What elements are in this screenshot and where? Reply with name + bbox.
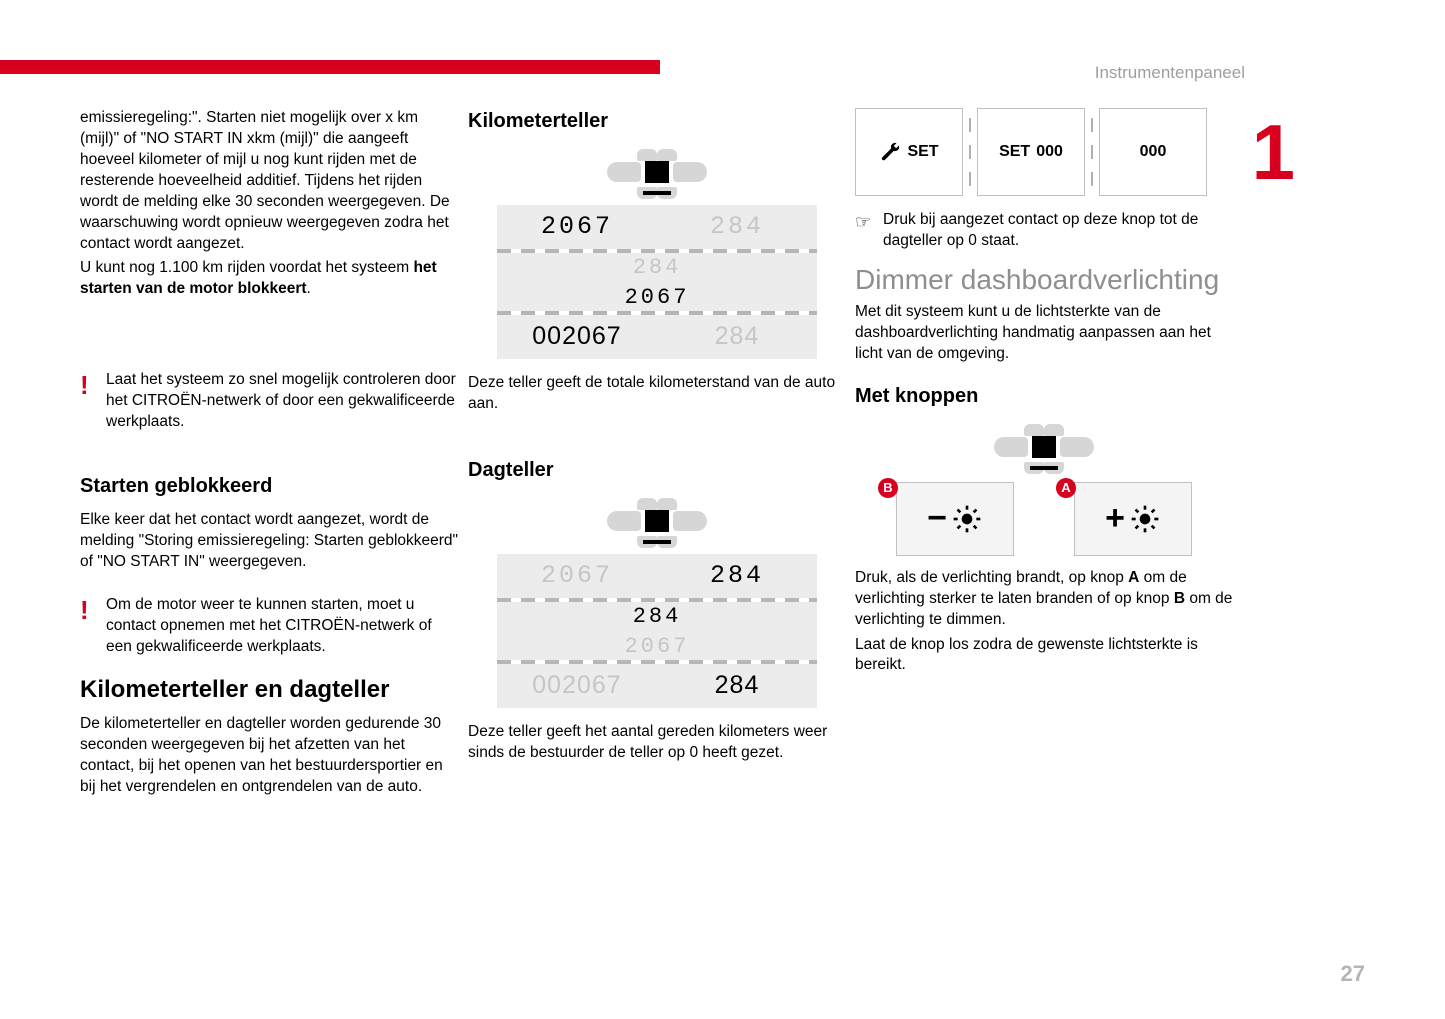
instruction-bullet: ☞ Druk bij aangezet contact op deze knop… <box>855 210 1233 252</box>
page-number: 27 <box>1341 959 1365 989</box>
dimmer-plus-group: A + <box>1074 482 1192 556</box>
display-value: 002067 <box>497 669 657 703</box>
minus-icon: − <box>927 496 947 542</box>
column-3: SET SET 000 000 ☞ Druk bij aangezet cont… <box>855 108 1233 680</box>
text: Druk, als de verlichting brandt, op knop <box>855 569 1128 586</box>
display-value: 2067 <box>625 632 690 662</box>
heading-starten-geblokkeerd: Starten geblokkeerd <box>80 473 460 500</box>
dimmer-plus-button: + <box>1074 482 1192 556</box>
display-value: 284 <box>633 602 682 632</box>
trip-button-graphic <box>607 494 707 548</box>
warning-icon: ! <box>80 368 89 403</box>
heading-met-knoppen: Met knoppen <box>855 383 1233 410</box>
heading-kilometerteller-dagteller: Kilometerteller en dagteller <box>80 674 460 706</box>
instruction-text: Druk bij aangezet contact op deze knop t… <box>883 210 1233 252</box>
set-label: SET <box>907 141 938 163</box>
heading-kilometerteller: Kilometerteller <box>468 108 846 135</box>
brightness-icon <box>1129 503 1161 535</box>
dimmer-minus-button: − <box>896 482 1014 556</box>
odometer-button-graphic <box>607 145 707 199</box>
dimmer-button-row: B − A + <box>855 482 1233 556</box>
text-bold: A <box>1128 569 1139 586</box>
warning-text: Om de motor weer te kunnen starten, moet… <box>106 595 460 658</box>
trip-caption: Deze teller geeft het aantal gereden kil… <box>468 722 846 764</box>
brightness-icon <box>951 503 983 535</box>
display-value: 284 <box>657 669 817 703</box>
heading-dimmer: Dimmer dashboardverlichting <box>855 264 1233 296</box>
text-contact: Elke keer dat het contact wordt aangezet… <box>80 510 460 573</box>
set-box-wrench: SET <box>855 108 963 196</box>
set-box-set000: SET 000 <box>977 108 1085 196</box>
column-1: emissieregeling:". Starten niet mogelijk… <box>80 108 460 802</box>
set-value: 000 <box>1036 141 1063 163</box>
dimmer-instructions: Druk, als de verlichting brandt, op knop… <box>855 568 1233 631</box>
warning-block-2: ! Om de motor weer te kunnen starten, mo… <box>80 595 460 658</box>
dimmer-release: Laat de knop los zodra de gewenste licht… <box>855 635 1233 677</box>
warning-text: Laat het systeem zo snel mogelijk contro… <box>106 370 460 433</box>
set-buttons-row: SET SET 000 000 <box>855 108 1233 196</box>
separator <box>969 118 971 186</box>
heading-dagteller: Dagteller <box>468 457 846 484</box>
display-value: 284 <box>633 253 682 283</box>
set-value: 000 <box>1140 141 1167 163</box>
text-distance-warning: U kunt nog 1.100 km rijden voordat het s… <box>80 258 460 300</box>
section-number: 1 <box>1252 100 1295 205</box>
wrench-icon <box>879 141 901 163</box>
display-value: 284 <box>657 210 817 244</box>
plus-icon: + <box>1105 496 1125 542</box>
badge-b: B <box>878 478 898 498</box>
separator <box>1091 118 1093 186</box>
pointer-icon: ☞ <box>855 210 883 252</box>
set-box-000: 000 <box>1099 108 1207 196</box>
dimmer-cluster-graphic <box>994 420 1094 474</box>
warning-icon: ! <box>80 593 89 628</box>
column-2: Kilometerteller 2067284 2842067 00206728… <box>468 108 846 768</box>
display-value: 284 <box>657 559 817 593</box>
display-value: 2067 <box>497 210 657 244</box>
warning-block-1: ! Laat het systeem zo snel mogelijk cont… <box>80 370 460 433</box>
text-kmteller-desc: De kilometerteller en dagteller worden g… <box>80 714 460 798</box>
display-value: 2067 <box>497 559 657 593</box>
display-value: 002067 <box>497 320 657 354</box>
header-section-label: Instrumentenpaneel <box>1095 62 1245 85</box>
display-value: 2067 <box>625 283 690 313</box>
dimmer-minus-group: B − <box>896 482 1014 556</box>
trip-display: 2067284 2842067 002067284 <box>497 554 817 708</box>
display-value: 284 <box>657 320 817 354</box>
text-bold: B <box>1174 590 1185 607</box>
dimmer-description: Met dit systeem kunt u de lichtsterkte v… <box>855 302 1233 365</box>
header-red-bar <box>0 60 660 74</box>
odometer-caption: Deze teller geeft de totale kilometersta… <box>468 373 846 415</box>
odometer-display-1: 2067284 2842067 002067284 <box>497 205 817 359</box>
set-label: SET <box>999 141 1030 163</box>
badge-a: A <box>1056 478 1076 498</box>
text: . <box>307 280 311 297</box>
text-emission: emissieregeling:". Starten niet mogelijk… <box>80 108 460 254</box>
text: U kunt nog 1.100 km rijden voordat het s… <box>80 259 413 276</box>
